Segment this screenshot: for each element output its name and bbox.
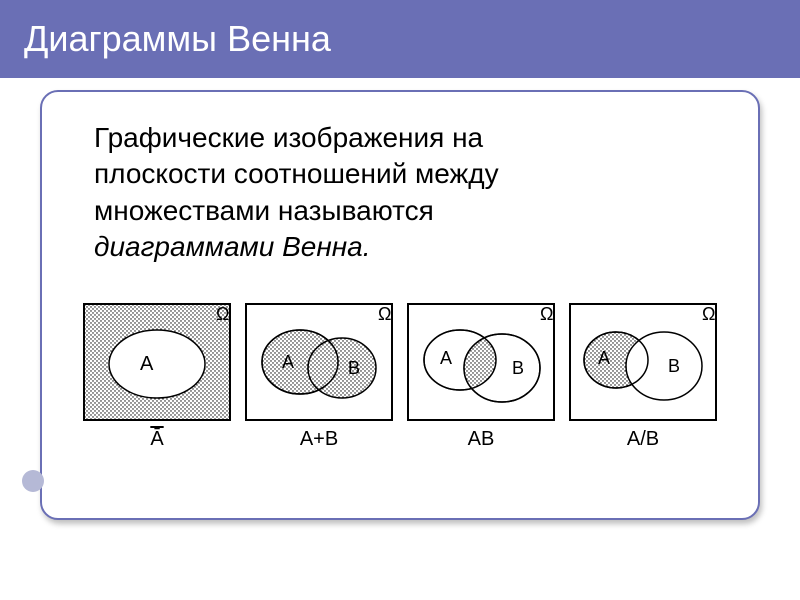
body-text: Графические изображения на плоскости соо… — [94, 120, 724, 266]
venn-panel-difference: A B Ω A/B — [568, 302, 718, 451]
venn-difference-svg: A B Ω — [568, 302, 718, 422]
venn-panel-complement: A Ω Ā — [82, 302, 232, 451]
label-A: A — [440, 348, 452, 368]
venn-intersection-svg: A B Ω — [406, 302, 556, 422]
venn-diagram-row: A Ω Ā A B — [76, 302, 724, 451]
caption-union: A+B — [300, 428, 338, 451]
body-line-4: диаграммами Венна. — [94, 229, 724, 265]
venn-panel-union: A B Ω A+B — [244, 302, 394, 451]
bullet-icon — [22, 470, 44, 492]
venn-panel-intersection: A B Ω AB — [406, 302, 556, 451]
caption-complement: Ā — [150, 428, 163, 451]
body-line-1: Графические изображения на — [94, 120, 724, 156]
label-omega: Ω — [378, 304, 391, 324]
label-omega: Ω — [540, 304, 553, 324]
venn-complement-svg: A Ω — [82, 302, 232, 422]
caption-difference: A/B — [627, 428, 659, 451]
slide-header: Диаграммы Венна — [0, 0, 800, 78]
body-line-3: множествами называются — [94, 193, 724, 229]
label-omega: Ω — [216, 304, 229, 324]
venn-union-svg: A B Ω — [244, 302, 394, 422]
slide-title: Диаграммы Венна — [24, 18, 331, 59]
label-A: A — [598, 348, 610, 368]
content-card: Графические изображения на плоскости соо… — [40, 90, 760, 520]
caption-intersection: AB — [468, 428, 495, 451]
label-B: B — [512, 358, 524, 378]
label-omega: Ω — [702, 304, 715, 324]
body-line-2: плоскости соотношений между — [94, 156, 724, 192]
label-B: B — [668, 356, 680, 376]
label-B: B — [348, 358, 360, 378]
label-A: A — [140, 353, 154, 375]
label-A: A — [282, 352, 294, 372]
